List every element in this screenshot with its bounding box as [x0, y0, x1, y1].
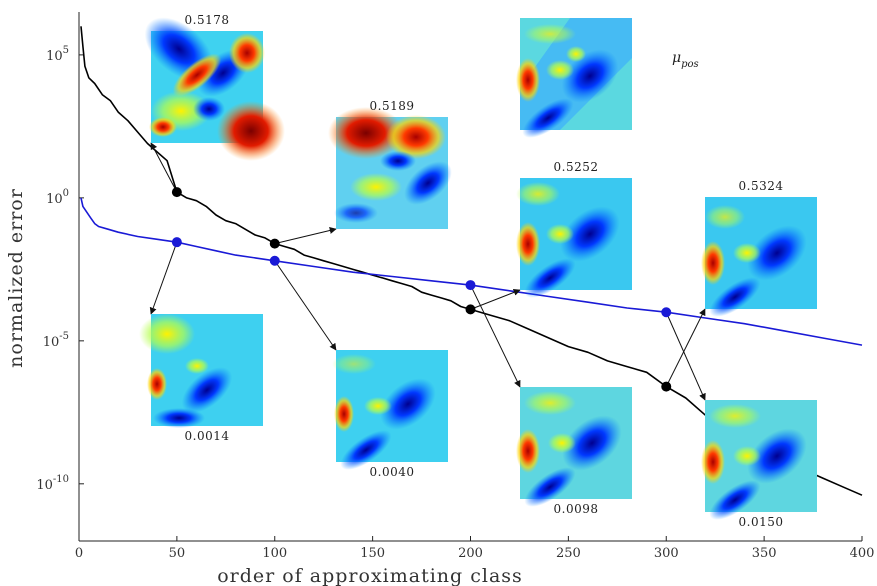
x-ticks: 0 50 100 150 200 250 300 350 400 — [75, 536, 875, 561]
y-tick-base: 10 — [46, 192, 63, 207]
label-black-200: 0.5252 — [554, 160, 599, 174]
x-tick-label: 100 — [262, 546, 287, 561]
label-blue-100: 0.0040 — [370, 465, 415, 479]
label-black-50: 0.5178 — [185, 13, 230, 27]
marker-black — [465, 304, 476, 315]
heatmap-blue-300 — [701, 400, 817, 520]
x-tick-label: 400 — [850, 546, 875, 561]
x-tick-label: 350 — [752, 546, 777, 561]
x-tick-label: 150 — [360, 546, 385, 561]
heatmap-black-200 — [516, 178, 632, 298]
y-tick-exponent: 0 — [63, 188, 69, 199]
marker-blue — [465, 280, 476, 291]
annotation-arrow — [470, 289, 521, 310]
y-tick-base: 10 — [46, 49, 63, 64]
marker-black — [171, 187, 182, 198]
mu-pos-label: μpos — [672, 50, 699, 70]
y-axis-label: normalized error — [5, 188, 27, 368]
annotation-arrow — [665, 312, 706, 401]
label-black-100: 0.5189 — [370, 99, 415, 113]
series-markers — [171, 187, 672, 392]
marker-blue — [171, 237, 182, 248]
x-axis-label: order of approximating class — [217, 565, 523, 586]
heatmap-black-300 — [701, 197, 817, 317]
marker-black — [661, 381, 672, 392]
x-tick-label: 300 — [654, 546, 679, 561]
y-tick-base: 10 — [36, 478, 53, 493]
heatmap-blue-200 — [516, 387, 632, 507]
marker-black — [269, 238, 280, 249]
marker-blue — [269, 255, 280, 266]
x-tick-label: 250 — [556, 546, 581, 561]
annotation-arrow — [150, 142, 178, 193]
heatmap-black-100 — [328, 107, 452, 229]
y-tick-exponent: 5 — [63, 45, 69, 56]
y-tick-base: 10 — [43, 335, 60, 350]
x-tick-label: 0 — [75, 546, 83, 561]
marker-blue — [661, 307, 672, 318]
heatmap-blue-100 — [332, 350, 448, 470]
annotation-arrow — [274, 260, 337, 351]
label-blue-300: 0.0150 — [739, 515, 784, 529]
heatmap-mu-pos — [516, 18, 632, 138]
y-tick-label: 100 — [46, 188, 69, 207]
x-tick-label: 200 — [458, 546, 483, 561]
annotation-arrows — [149, 142, 706, 401]
label-blue-200: 0.0098 — [554, 502, 599, 516]
y-tick-exponent: -5 — [59, 331, 69, 342]
y-tick-label: 10-10 — [36, 474, 69, 493]
annotation-arrow — [665, 308, 706, 387]
annotation-arrow — [274, 227, 337, 245]
y-tick-label: 105 — [46, 45, 69, 64]
annotation-arrow — [470, 284, 521, 388]
heatmap-blue-50 — [139, 314, 263, 428]
annotation-arrow — [149, 242, 178, 315]
y-tick-exponent: -10 — [53, 474, 69, 485]
label-black-300: 0.5324 — [739, 179, 784, 193]
y-tick-label: 10-5 — [43, 331, 69, 350]
heatmap-black-50 — [144, 17, 285, 161]
label-blue-50: 0.0014 — [185, 429, 230, 443]
x-tick-label: 50 — [169, 546, 186, 561]
mu-symbol: μ — [672, 50, 681, 66]
mu-subscript: pos — [681, 59, 699, 70]
